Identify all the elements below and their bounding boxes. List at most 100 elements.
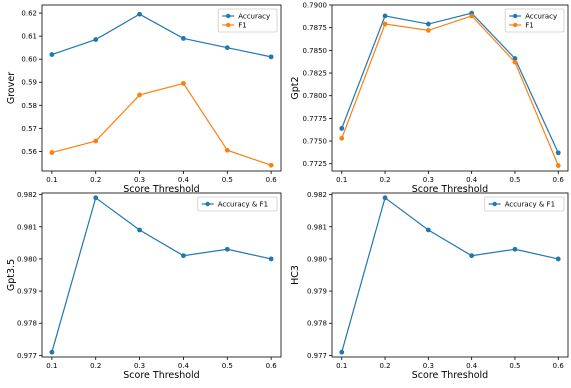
y-axis-label: HC3 bbox=[290, 265, 301, 285]
legend-label: Accuracy & F1 bbox=[505, 201, 555, 209]
y-tick-label: 0.7800 bbox=[303, 92, 328, 100]
data-point bbox=[224, 246, 230, 252]
x-tick-label: 0.4 bbox=[178, 362, 190, 370]
data-point bbox=[181, 80, 186, 86]
legend-box bbox=[484, 196, 565, 212]
y-tick-label: 0.60 bbox=[21, 56, 37, 64]
data-point bbox=[181, 36, 186, 41]
x-tick-label: 0.2 bbox=[90, 362, 101, 370]
chart-panel-4: 0.1 0.2 0.3 0.4 0.5 0.6 0.977 0.978 0.979 0.980 0.… bbox=[290, 191, 569, 381]
data-point bbox=[425, 27, 431, 33]
x-axis-label: Score Threshold bbox=[412, 370, 488, 381]
y-tick-label: 0.977 bbox=[307, 352, 327, 360]
x-tick-label: 0.3 bbox=[134, 362, 145, 370]
legend-swatch-marker bbox=[492, 201, 497, 207]
data-point bbox=[512, 56, 518, 61]
y-tick-label: 0.7875 bbox=[303, 24, 328, 32]
data-point bbox=[469, 13, 475, 19]
x-tick-label: 0.6 bbox=[553, 176, 565, 184]
chart-panel-3: 0.1 0.2 0.3 0.4 0.5 0.6 0.977 0.978 0.979 0.980 0.… bbox=[6, 191, 282, 381]
data-point bbox=[339, 125, 345, 131]
y-tick-label: 0.982 bbox=[17, 191, 37, 199]
data-point bbox=[181, 253, 186, 259]
data-point bbox=[425, 227, 431, 233]
x-tick-label: 0.4 bbox=[466, 176, 478, 184]
y-axis-label: Gpt3.5 bbox=[6, 259, 17, 291]
x-axis-label: Score Threshold bbox=[123, 370, 199, 381]
data-point bbox=[93, 138, 99, 144]
series-line-1 bbox=[341, 196, 559, 353]
data-point bbox=[382, 13, 388, 19]
legend-label: F1 bbox=[525, 22, 533, 30]
y-tick-label: 0.56 bbox=[21, 148, 37, 156]
legend-box bbox=[504, 8, 565, 33]
data-point bbox=[268, 256, 274, 262]
legend-box bbox=[217, 8, 278, 33]
legend-label: Accuracy bbox=[238, 13, 270, 21]
x-tick-label: 0.3 bbox=[134, 176, 145, 184]
x-tick-label: 0.5 bbox=[222, 362, 233, 370]
axes-frame bbox=[41, 4, 282, 172]
data-point bbox=[137, 11, 142, 17]
data-point bbox=[49, 349, 55, 355]
y-tick-label: 0.981 bbox=[307, 223, 327, 231]
series-line-1 bbox=[51, 196, 272, 353]
y-tick-label: 0.982 bbox=[307, 191, 327, 199]
x-tick-label: 0.4 bbox=[466, 362, 478, 370]
x-tick-label: 0.3 bbox=[423, 362, 434, 370]
y-tick-label: 0.978 bbox=[17, 320, 37, 328]
y-tick-label: 0.977 bbox=[17, 352, 37, 360]
axes-frame bbox=[331, 4, 569, 172]
y-tick-label: 0.7775 bbox=[303, 115, 328, 123]
x-tick-label: 0.2 bbox=[379, 176, 390, 184]
legend-swatch-marker bbox=[226, 22, 231, 28]
legend-swatch-marker bbox=[205, 201, 210, 207]
y-tick-label: 0.59 bbox=[21, 79, 37, 87]
x-axis-label: Score Threshold bbox=[412, 184, 488, 195]
y-tick-label: 0.7725 bbox=[303, 160, 328, 168]
x-tick-label: 0.1 bbox=[46, 362, 57, 370]
data-point bbox=[512, 246, 518, 252]
y-tick-label: 0.7850 bbox=[303, 47, 328, 55]
legend-box bbox=[197, 196, 278, 212]
axes-frame bbox=[331, 192, 569, 358]
x-tick-label: 0.6 bbox=[266, 176, 278, 184]
data-point bbox=[382, 21, 388, 27]
series-line-2 bbox=[51, 82, 272, 166]
data-point bbox=[49, 52, 55, 57]
x-tick-label: 0.1 bbox=[336, 362, 347, 370]
y-tick-label: 0.7825 bbox=[303, 70, 328, 78]
y-tick-label: 0.58 bbox=[21, 102, 37, 110]
x-tick-label: 0.2 bbox=[90, 176, 101, 184]
x-axis-label: Score Threshold bbox=[123, 184, 199, 195]
y-tick-label: 0.978 bbox=[307, 320, 327, 328]
x-tick-label: 0.6 bbox=[553, 362, 565, 370]
y-tick-label: 0.980 bbox=[17, 255, 37, 263]
data-point bbox=[469, 253, 475, 259]
y-tick-label: 0.57 bbox=[21, 125, 37, 133]
data-point bbox=[137, 227, 142, 233]
series-line-2 bbox=[341, 15, 559, 166]
data-point bbox=[93, 195, 99, 201]
x-tick-label: 0.2 bbox=[379, 362, 390, 370]
chart-panel-2: 0.1 0.2 0.3 0.4 0.5 0.6 0.7725 0.7750 0.7775 0.78… bbox=[290, 2, 569, 195]
y-tick-label: 0.979 bbox=[17, 288, 37, 296]
data-point bbox=[268, 162, 274, 168]
data-point bbox=[555, 256, 561, 262]
y-tick-label: 0.61 bbox=[21, 33, 37, 41]
data-point bbox=[93, 37, 99, 42]
y-tick-label: 0.62 bbox=[21, 10, 37, 18]
x-tick-label: 0.6 bbox=[266, 362, 278, 370]
data-point bbox=[339, 135, 345, 141]
y-tick-label: 0.981 bbox=[17, 223, 37, 231]
data-point bbox=[224, 45, 230, 51]
x-tick-label: 0.5 bbox=[222, 176, 233, 184]
legend-label: F1 bbox=[238, 22, 246, 30]
x-tick-label: 0.3 bbox=[423, 176, 434, 184]
data-point bbox=[49, 150, 55, 155]
chart-panel-1: 0.1 0.2 0.3 0.4 0.5 0.6 0.56 0.57 0.58 0.59 0.60 0.… bbox=[6, 4, 282, 195]
x-tick-label: 0.1 bbox=[46, 176, 57, 184]
